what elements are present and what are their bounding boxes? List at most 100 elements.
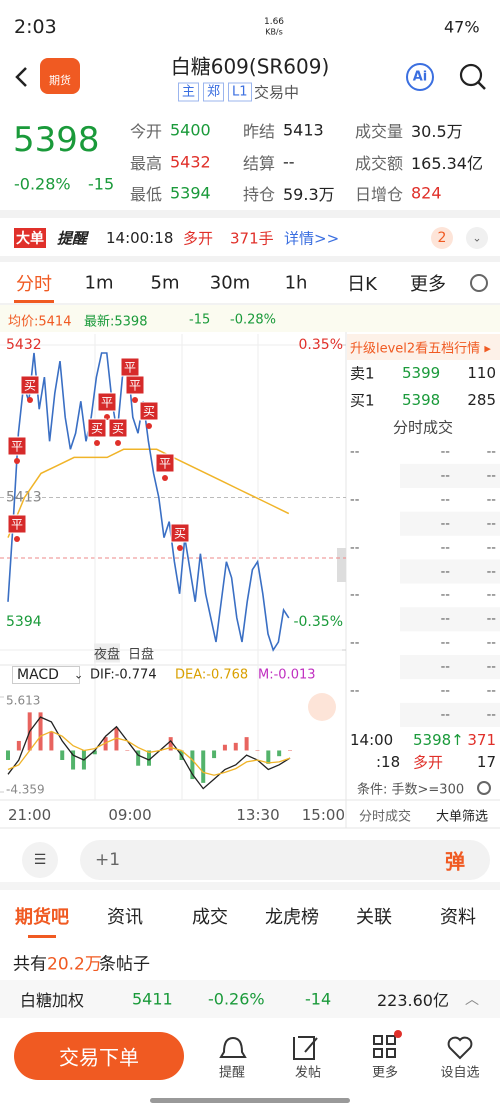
trade-marker-label: 平 — [11, 440, 23, 454]
tape-cell: -- — [486, 683, 496, 699]
nav-label[interactable]: 更多 — [371, 1065, 399, 1081]
book-tab[interactable]: 大单筛选 — [435, 809, 489, 825]
chart-tab[interactable]: 1h — [284, 272, 308, 294]
alert-detail[interactable]: 详情>> — [284, 229, 340, 248]
y-tick-label: 5394 — [6, 614, 42, 630]
app-icon-label: 期货 — [49, 74, 71, 87]
trade-marker — [108, 418, 128, 438]
upgrade[interactable]: 升级level2看五档行情 ▸ — [350, 341, 491, 357]
trade-marker — [97, 392, 117, 412]
fullscreen-icon[interactable] — [308, 693, 336, 721]
ai-icon[interactable] — [406, 63, 434, 91]
tag: 主 — [178, 82, 200, 102]
tape-last: 371 — [467, 731, 496, 749]
tape-row-bg — [400, 559, 500, 584]
input-pill[interactable] — [80, 840, 490, 880]
macd-bar — [136, 750, 141, 766]
x-tick-label: 21:00 — [8, 806, 52, 824]
macd-bar — [212, 750, 217, 759]
field-label: 日增仓 — [355, 185, 404, 204]
search-icon[interactable] — [459, 63, 483, 87]
ai-label[interactable]: Ai — [412, 69, 428, 85]
chart-tab[interactable]: 更多 — [410, 274, 446, 295]
tape-cell: -- — [440, 683, 450, 699]
trade-button[interactable] — [14, 1032, 184, 1080]
nav-label[interactable]: 提醒 — [218, 1065, 246, 1081]
tape-cell: -- — [350, 587, 360, 603]
alert-time: 14:00:18 — [106, 229, 174, 247]
danmu-icon[interactable] — [22, 842, 58, 878]
book-tab[interactable]: 分时成交 — [358, 809, 412, 825]
settings-icon[interactable] — [470, 274, 488, 292]
speed-unit: KB/s — [265, 27, 283, 37]
session[interactable]: 夜盘 — [94, 643, 121, 663]
tape-cell: -- — [440, 492, 450, 508]
tape-cell: -- — [486, 516, 496, 532]
tape-cell: -- — [440, 659, 450, 675]
ticker-name: 白糖加权 — [20, 991, 85, 1010]
tape-cell: -- — [440, 587, 450, 603]
x-tick-label: 13:30 — [236, 806, 280, 824]
field-value: 30.5万 — [411, 122, 463, 141]
macd-arrow[interactable]: ⌄ — [74, 668, 84, 682]
chart-tab[interactable]: 日K — [347, 274, 377, 295]
tape-cell: -- — [440, 707, 450, 723]
trade-marker-label: 买 — [112, 422, 124, 436]
macd-bar — [147, 750, 151, 766]
nav-label[interactable]: 发帖 — [294, 1065, 322, 1081]
danmu[interactable]: 弹 — [445, 849, 465, 874]
tape-last: 5398↑ — [413, 731, 464, 749]
tape-row-bg — [400, 655, 500, 680]
section-tab[interactable]: 关联 — [356, 907, 392, 928]
field-label: 持仓 — [243, 185, 276, 204]
tape-title: 分时成交 — [392, 418, 454, 437]
trade-dot — [177, 545, 183, 551]
danmu-glyph[interactable]: ☰ — [33, 852, 47, 868]
chart-tab[interactable]: 30m — [209, 272, 251, 294]
field-value: 5400 — [170, 120, 211, 140]
trade-marker-label: 买 — [143, 405, 155, 419]
tape-cell: -- — [440, 611, 450, 627]
section-tab[interactable]: 期货吧 — [15, 907, 69, 928]
change-pct: -0.28% — [14, 174, 71, 194]
tape-cell: -- — [440, 444, 450, 460]
chart-tab[interactable]: 5m — [150, 272, 180, 294]
macd-legend: DIF:-0.774 — [90, 667, 157, 683]
heart-icon — [447, 1036, 473, 1060]
macd-title: MACD — [12, 666, 80, 684]
field-label: 今开 — [130, 122, 163, 141]
macd-bar — [125, 750, 130, 751]
panel-toggle[interactable] — [337, 548, 346, 582]
tape-last: 14:00 — [350, 731, 394, 749]
back-icon[interactable] — [15, 67, 27, 87]
y-tick-label: 5432 — [6, 337, 42, 353]
condition[interactable]: 条件: 手数>=300 — [357, 782, 465, 798]
trade-marker-label: 平 — [124, 361, 136, 375]
field-label: 最高 — [130, 153, 163, 173]
section-tab[interactable]: 资讯 — [107, 907, 143, 928]
trade-marker — [87, 418, 107, 438]
input-placeholder[interactable]: +1 — [95, 850, 121, 870]
trade-marker-label: 平 — [11, 518, 23, 532]
expand[interactable]: ⌄ — [472, 231, 482, 245]
section-tab[interactable]: 资料 — [440, 907, 476, 928]
app-icon — [40, 58, 80, 94]
chart-tab[interactable]: 1m — [84, 272, 114, 294]
session[interactable]: 日盘 — [128, 647, 155, 663]
home-indicator — [150, 1098, 350, 1103]
tape-cell: -- — [440, 540, 450, 556]
field-value: 5432 — [170, 152, 211, 171]
tape-cell: -- — [486, 444, 496, 460]
chart-tab[interactable]: 分时 — [16, 274, 52, 295]
nav-label[interactable]: 设自选 — [440, 1065, 480, 1081]
macd-bar — [266, 750, 271, 764]
ticker-collapse[interactable]: ︿ — [465, 992, 479, 1008]
tape-cell: -- — [440, 516, 450, 532]
expand-icon[interactable] — [466, 227, 488, 249]
trade-label[interactable]: 交易下单 — [59, 1045, 139, 1070]
alert-badge: 大单 — [14, 228, 46, 248]
section-tab[interactable]: 龙虎榜 — [265, 907, 319, 928]
section-tab[interactable]: 成交 — [192, 907, 228, 928]
settings-icon — [477, 781, 491, 795]
